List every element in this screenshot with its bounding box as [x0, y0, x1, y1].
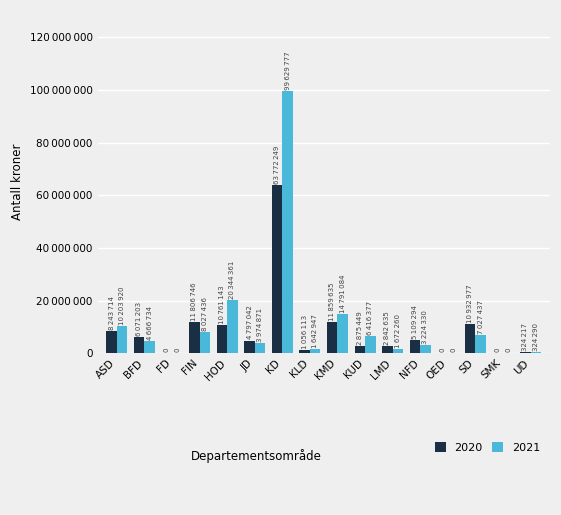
Text: 3 974 871: 3 974 871 [257, 307, 263, 341]
Bar [355, 346, 365, 353]
Bar [475, 335, 486, 353]
Text: 1 672 260: 1 672 260 [395, 314, 401, 348]
Bar [300, 350, 310, 353]
Bar [255, 342, 265, 353]
Bar [382, 346, 393, 353]
Text: 6 416 377: 6 416 377 [367, 301, 373, 335]
Text: 11 806 746: 11 806 746 [191, 282, 197, 321]
Text: 14 791 084: 14 791 084 [340, 274, 346, 313]
Bar [420, 345, 431, 353]
Text: 10 932 977: 10 932 977 [467, 285, 473, 323]
Text: 324 217: 324 217 [522, 323, 528, 351]
Text: 11 859 635: 11 859 635 [329, 282, 335, 321]
Text: 0: 0 [440, 348, 445, 352]
Bar [282, 91, 293, 353]
Text: 4 666 734: 4 666 734 [146, 306, 153, 340]
Text: 4 797 042: 4 797 042 [246, 305, 252, 339]
Text: 10 203 920: 10 203 920 [119, 287, 125, 325]
Bar [244, 340, 255, 353]
Text: 99 629 777: 99 629 777 [284, 52, 291, 90]
Bar [327, 322, 338, 353]
Text: 20 344 361: 20 344 361 [229, 260, 236, 299]
Text: 63 772 249: 63 772 249 [274, 146, 280, 184]
Bar [107, 332, 117, 353]
Bar [134, 337, 144, 353]
Text: 8 243 714: 8 243 714 [109, 297, 114, 331]
Text: 2 875 449: 2 875 449 [357, 311, 363, 345]
Bar [393, 349, 403, 353]
Text: 8 027 436: 8 027 436 [202, 297, 208, 331]
Text: 0: 0 [174, 348, 180, 352]
Bar [272, 185, 282, 353]
Bar [144, 341, 155, 353]
Text: 5 109 294: 5 109 294 [412, 305, 418, 339]
Bar [338, 314, 348, 353]
Text: 324 290: 324 290 [533, 323, 539, 351]
Y-axis label: Antall kroner: Antall kroner [11, 144, 24, 220]
Text: 0: 0 [505, 348, 511, 352]
Text: 1 642 947: 1 642 947 [312, 314, 318, 348]
Bar [310, 349, 320, 353]
Text: 3 224 330: 3 224 330 [422, 310, 429, 344]
Text: 2 842 635: 2 842 635 [384, 311, 390, 345]
Text: 6 071 203: 6 071 203 [136, 302, 142, 336]
Text: 0: 0 [164, 348, 170, 352]
Bar [531, 352, 541, 353]
Text: 1 056 113: 1 056 113 [302, 315, 307, 349]
Bar [365, 336, 375, 353]
Bar [217, 325, 227, 353]
Text: 0: 0 [495, 348, 501, 352]
Legend: 2020, 2021: 2020, 2021 [430, 437, 544, 457]
Bar [520, 352, 531, 353]
X-axis label: Departementsområde: Departementsområde [190, 449, 321, 463]
Text: 10 761 143: 10 761 143 [219, 285, 225, 324]
Bar [200, 332, 210, 353]
Bar [227, 300, 238, 353]
Bar [465, 324, 475, 353]
Bar [410, 340, 420, 353]
Text: 0: 0 [450, 348, 456, 352]
Text: 7 027 437: 7 027 437 [477, 300, 484, 334]
Bar [189, 322, 200, 353]
Bar [117, 327, 127, 353]
